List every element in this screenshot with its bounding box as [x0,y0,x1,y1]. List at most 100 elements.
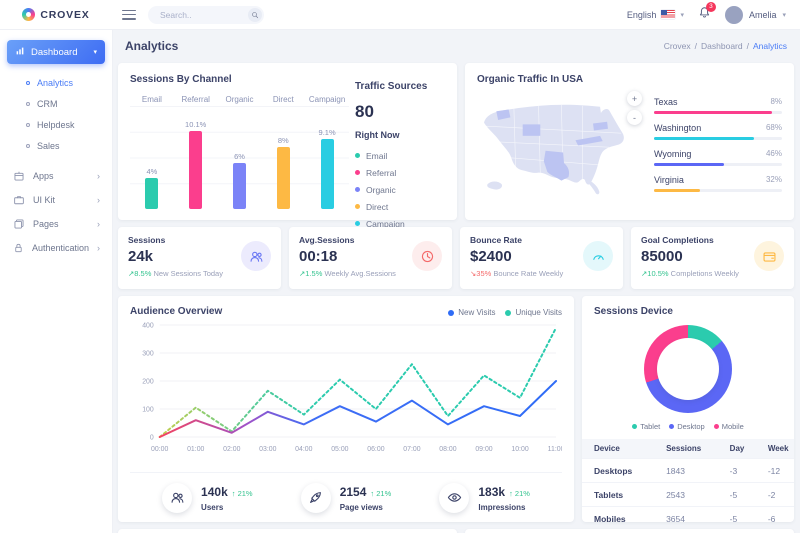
page-title: Analytics [125,38,179,53]
sidebar-item-dashboard[interactable]: Dashboard ▾ [7,40,105,64]
sidebar-subitem-crm[interactable]: CRM [26,93,112,114]
stat-card-sessions: Sessions 24k ↗8.5% New Sessions Today [118,227,281,289]
notifications-button[interactable]: 3 [698,1,716,24]
svg-text:00:00: 00:00 [151,446,168,453]
traffic-sources-subtitle: Right Now [355,130,400,140]
sidebar-item-apps[interactable]: Apps › [0,164,112,188]
sessions-device-card: Sessions Device Tablet Desktop Mobile Devi… [582,296,794,530]
search-bar[interactable] [148,5,264,24]
logo[interactable]: CROVEX [0,8,112,21]
usa-map[interactable]: + - [477,89,644,209]
svg-text:07:00: 07:00 [403,446,420,453]
legend-dot-icon [632,424,638,429]
bar-category-label: Campaign [308,95,346,104]
donut-legend-item-mobile[interactable]: Mobile [713,422,744,431]
menu-toggle-icon[interactable] [122,9,136,20]
breadcrumb-item[interactable]: Crovex [663,40,691,51]
usa-region-row: Virginia 32% [654,175,782,192]
chevron-right-icon: › [97,171,100,181]
table-cell: -6 [755,506,794,530]
gauge-icon [583,241,613,271]
bullet-icon [26,80,30,85]
language-selector[interactable]: English ▾ [627,10,684,20]
card-title: Sessions Device [594,306,673,317]
quick-stat-label: Users [201,503,224,512]
search-icon [252,11,259,18]
region-value: 68% [765,123,782,132]
quick-stat-value: 140k [201,485,228,499]
legend-dot-icon [355,153,360,158]
breadcrumb-item: Analytics [752,40,787,51]
svg-text:0: 0 [150,434,154,441]
quick-stat-page-views: 2154 ↑ 21% Page views [300,482,392,513]
chevron-down-icon: ▾ [93,49,97,56]
bar-value-label: 8% [277,136,289,145]
table-cell: 3654 [654,506,718,530]
bar-chart-icon [15,43,25,61]
region-name: Wyoming [654,149,692,159]
donut-legend-item-desktop[interactable]: Desktop [669,422,705,431]
progress-fill [654,189,701,192]
avatar [724,5,743,24]
map-zoom-out-button[interactable]: - [627,110,642,125]
briefcase-icon [14,196,24,205]
legend-item-new-visits[interactable]: New Visits [448,308,495,317]
sidebar-item-label: Dashboard [31,46,78,58]
line-chart: 400 300 200 100 0 00:00 01:00 02:00 03:00 04:00 05… [130,317,564,472]
quick-stat-delta: ↑ 21% [231,489,253,498]
quick-stat-label: Impressions [478,503,526,512]
quick-stat-impressions: 183k ↑ 21% Impressions [439,482,530,513]
svg-text:300: 300 [142,350,154,357]
svg-text:06:00: 06:00 [367,446,384,453]
table-cell: -5 [717,482,756,507]
sidebar-item-authentication[interactable]: Authentication › [0,236,112,260]
svg-text:01:00: 01:00 [187,446,204,453]
rocket-icon [310,492,322,503]
bullet-icon [26,122,30,127]
quick-stat-delta: ↑ 21% [370,489,392,498]
bullet-icon [26,143,30,148]
stat-value: 24k [128,248,154,265]
bar-category-label: Organic [225,95,254,104]
sidebar-item-pages[interactable]: Pages › [0,212,112,236]
table-cell: -5 [717,506,756,530]
users-icon [241,241,271,271]
sidebar-subitem-analytics[interactable]: Analytics [26,72,112,93]
chevron-down-icon: ▾ [680,11,684,19]
partial-card [118,529,457,533]
device-table: Device Sessions Day Week Desktops 1843 -3 -12 Ta… [582,439,794,530]
table-cell: Desktops [582,458,655,483]
sidebar-subitem-helpdesk[interactable]: Helpdesk [26,114,112,135]
card-title: Organic Traffic In USA [477,74,584,85]
map-zoom-in-button[interactable]: + [627,91,642,106]
breadcrumb: Crovex / Dashboard / Analytics [664,41,787,51]
rocket-icon [300,482,331,513]
search-input[interactable] [158,8,248,21]
sessions-by-channel-card: Sessions By Channel Email Referral Organic… [118,63,457,229]
breadcrumb-separator: / [694,40,698,51]
sidebar-item-ui-kit[interactable]: UI Kit › [0,188,112,212]
legend-dot-icon [355,221,360,226]
sidebar-subitem-sales[interactable]: Sales [26,135,112,156]
donut-legend-item-tablet[interactable]: Tablet [632,422,660,431]
legend-dot-icon [713,424,719,429]
usa-map-svg [484,104,624,195]
audience-overview-card: Audience Overview New Visits Unique Visit… [118,296,574,522]
svg-text:200: 200 [142,378,154,385]
card-title: Sessions By Channel [130,74,232,85]
search-icon[interactable] [248,7,262,22]
partial-card [465,529,794,533]
stat-delta: ↘35% Bounce Rate Weekly [470,269,564,278]
breadcrumb-item[interactable]: Dashboard [701,40,743,51]
chevron-right-icon: › [97,243,100,253]
user-menu[interactable]: Amelia ▾ [724,5,786,24]
users-icon [162,482,193,513]
table-cell: 1843 [654,458,718,483]
legend-item-unique-visits[interactable]: Unique Visits [505,308,562,317]
stat-delta: ↗10.5% Completions Weekly [641,269,739,278]
lock-icon [15,243,22,253]
bar-chart: 4% 10.1% 6% 8% 9.1% [130,106,349,209]
quick-stat-label: Page views [339,503,383,512]
chevron-down-icon: ▾ [782,11,786,19]
stat-label: Bounce Rate [470,235,522,245]
